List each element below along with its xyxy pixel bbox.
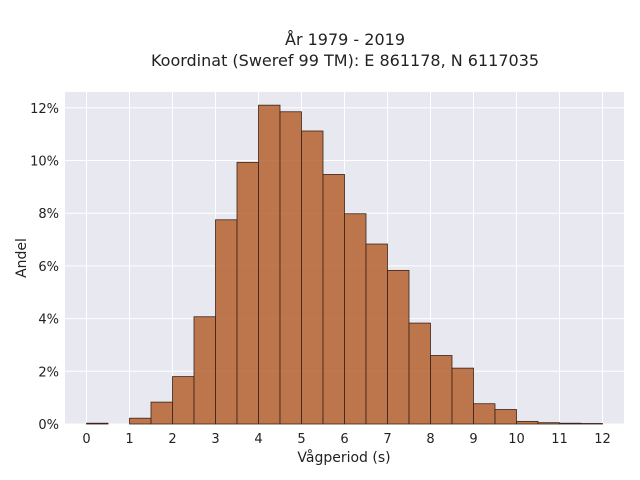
- histogram-bar: [301, 130, 324, 425]
- x-axis-ticks: 0 1 2 3 4 5 6 7 8 9 10 11 12: [82, 432, 610, 447]
- histogram-bar: [279, 111, 302, 425]
- y-tick-label: 8%: [38, 207, 59, 222]
- x-tick-label: 8: [426, 432, 434, 447]
- y-tick-label: 2%: [38, 365, 59, 380]
- y-tick-label: 6%: [38, 260, 59, 275]
- histogram-bar: [537, 422, 560, 425]
- histogram-bar: [129, 417, 152, 425]
- histogram-bar: [344, 213, 367, 425]
- histogram-bar: [451, 367, 474, 425]
- histogram-bar: [580, 423, 603, 425]
- x-tick-label: 6: [340, 432, 348, 447]
- x-tick-label: 12: [594, 432, 611, 447]
- histogram-bar: [559, 422, 582, 425]
- x-tick-label: 10: [508, 432, 525, 447]
- histogram-bar: [473, 403, 496, 425]
- x-tick-label: 9: [469, 432, 477, 447]
- x-tick-label: 2: [168, 432, 176, 447]
- histogram-bar: [494, 409, 517, 425]
- histogram-bar: [150, 401, 173, 425]
- bars: [86, 104, 603, 425]
- y-axis-ticks: 0% 2% 4% 6% 8% 10% 12%: [30, 102, 59, 433]
- histogram-bar: [365, 243, 388, 425]
- x-tick-label: 5: [297, 432, 305, 447]
- y-tick-label: 0%: [38, 418, 59, 433]
- histogram-bar: [215, 219, 238, 425]
- histogram-bar: [387, 269, 410, 425]
- histogram-bar: [258, 104, 281, 425]
- y-axis-label: Andel: [14, 238, 30, 278]
- y-tick-label: 10%: [30, 155, 59, 170]
- x-tick-label: 0: [82, 432, 90, 447]
- chart-subtitle: Koordinat (Sweref 99 TM): E 861178, N 61…: [151, 51, 539, 70]
- x-tick-label: 11: [551, 432, 568, 447]
- histogram-bar: [516, 420, 539, 425]
- histogram-bar: [322, 174, 345, 425]
- histogram-bar: [193, 316, 216, 425]
- chart-title: År 1979 - 2019: [285, 30, 405, 49]
- x-tick-label: 3: [211, 432, 219, 447]
- histogram-bar: [408, 322, 431, 425]
- y-tick-label: 12%: [30, 102, 59, 117]
- y-tick-label: 4%: [38, 313, 59, 328]
- x-axis-label: Vågperiod (s): [297, 449, 390, 466]
- x-tick-label: 4: [254, 432, 262, 447]
- histogram-bar: [86, 422, 109, 425]
- histogram-bar: [430, 355, 453, 425]
- x-tick-label: 1: [125, 432, 133, 447]
- x-tick-label: 7: [383, 432, 391, 447]
- histogram-bar: [236, 161, 259, 425]
- histogram-bar: [172, 376, 195, 425]
